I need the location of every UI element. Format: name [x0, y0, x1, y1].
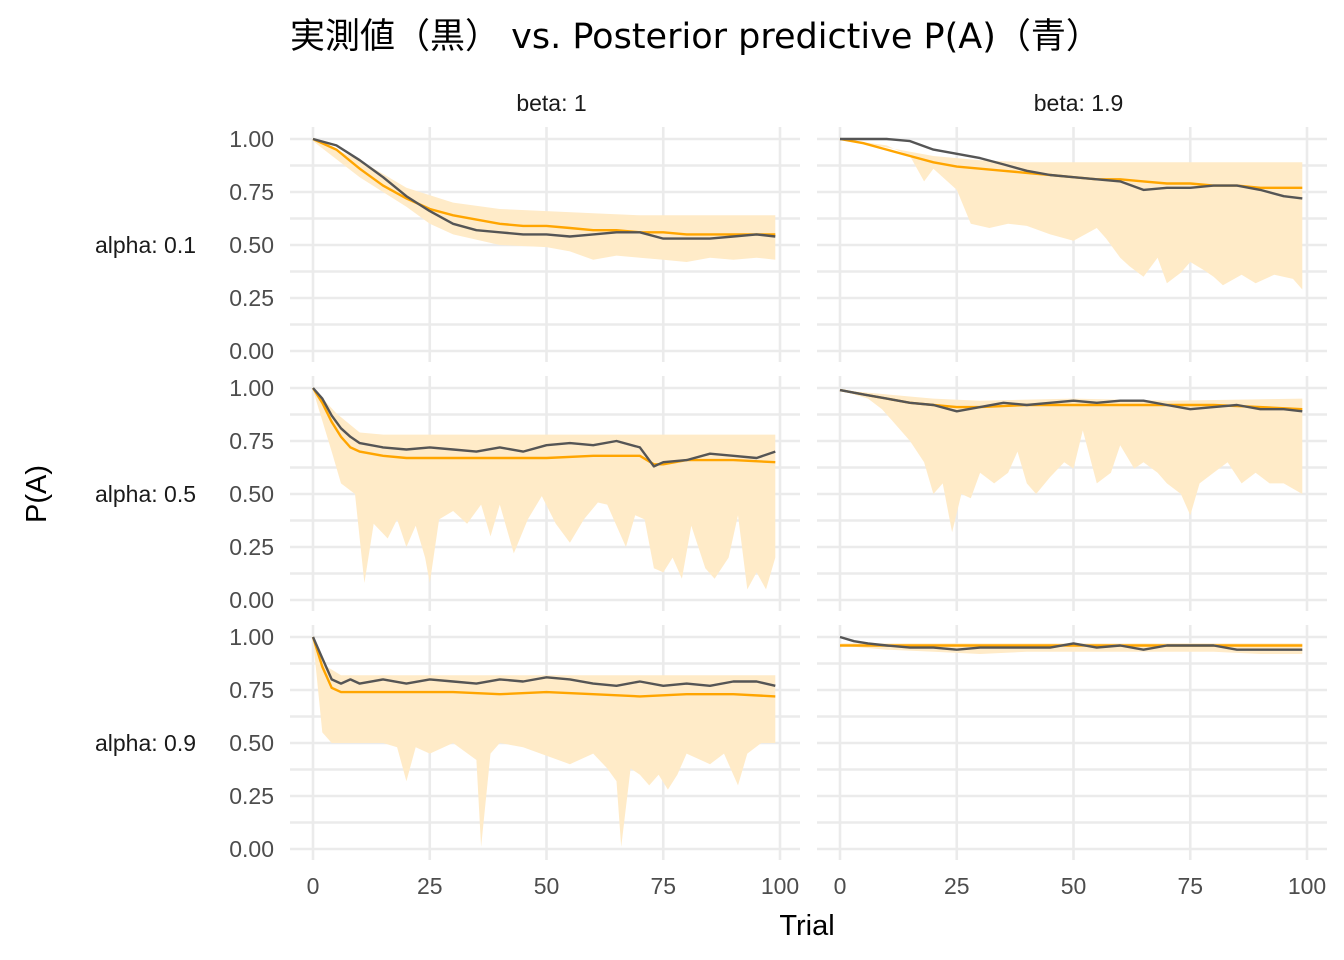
credible-band	[840, 390, 1303, 533]
predicted-line	[312, 137, 776, 236]
x-tick-label: 100	[761, 873, 799, 899]
x-tick-label: 100	[1288, 873, 1326, 899]
y-tick-label: 0.75	[229, 677, 274, 703]
observed-line	[839, 635, 1303, 651]
row-strip-label: alpha: 0.9	[95, 730, 196, 756]
predicted-line	[311, 636, 776, 698]
column-strip-label: beta: 1	[516, 90, 586, 116]
observed-line	[840, 137, 1303, 200]
panel-0-0	[290, 127, 800, 362]
x-tick-label: 25	[417, 873, 443, 899]
y-tick-label: 0.25	[229, 783, 274, 809]
panel-1-1	[817, 376, 1327, 611]
y-tick-label: 0.25	[229, 285, 274, 311]
observed-line	[312, 387, 776, 468]
chart-title: 実測値（黒） vs. Posterior predictive P(A)（青）	[290, 17, 1101, 57]
panel-1-0	[290, 376, 800, 611]
y-tick-label: 0.00	[229, 338, 274, 364]
panel-2-1	[817, 625, 1327, 860]
column-strip-label: beta: 1.9	[1034, 90, 1124, 116]
x-tick-label: 0	[834, 873, 847, 899]
y-tick-label: 0.50	[229, 232, 274, 258]
y-tick-label: 0.50	[229, 481, 274, 507]
x-tick-label: 25	[944, 873, 970, 899]
credible-band	[313, 637, 776, 847]
row-strip-label: alpha: 0.1	[95, 232, 196, 258]
y-tick-label: 0.50	[229, 730, 274, 756]
x-tick-label: 50	[1061, 873, 1087, 899]
y-tick-label: 0.75	[229, 428, 274, 454]
predicted-line	[311, 387, 776, 466]
observed-line	[311, 636, 776, 687]
y-axis-title: P(A)	[21, 465, 53, 523]
credible-band	[313, 139, 776, 262]
y-tick-label: 0.25	[229, 534, 274, 560]
panel-2-0	[290, 625, 800, 860]
x-tick-label: 75	[1177, 873, 1203, 899]
y-tick-label: 1.00	[229, 126, 274, 152]
y-tick-label: 0.75	[229, 179, 274, 205]
credible-band	[313, 388, 776, 590]
y-tick-label: 1.00	[229, 624, 274, 650]
x-tick-label: 50	[534, 873, 560, 899]
x-tick-label: 75	[650, 873, 676, 899]
y-tick-label: 1.00	[229, 375, 274, 401]
panel-0-1	[817, 127, 1327, 362]
x-axis-title: Trial	[779, 910, 834, 942]
axis-labels: 0.00 0.25 0.50 0.75 1.00 alpha: 0.1 0.00 0.25 0.…	[95, 90, 1326, 899]
x-tick-label: 0	[307, 873, 320, 899]
credible-band	[840, 139, 1303, 290]
row-strip-label: alpha: 0.5	[95, 481, 196, 507]
panels	[290, 127, 1327, 860]
y-tick-label: 0.00	[229, 587, 274, 613]
y-tick-label: 0.00	[229, 836, 274, 862]
observed-line	[839, 388, 1303, 413]
observed-line	[312, 137, 776, 240]
